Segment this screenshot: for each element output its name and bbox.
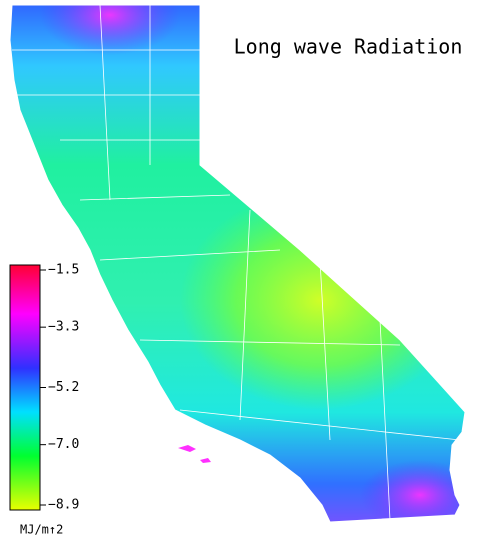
colorbar-unit: MJ/m↑2 bbox=[20, 523, 63, 537]
colorbar-tick-label: −7.0 bbox=[48, 437, 79, 452]
colorbar bbox=[9, 264, 41, 511]
county-lines bbox=[12, 5, 461, 521]
title: Long wave Radiation bbox=[234, 35, 463, 59]
colorbar-tick-label: −8.9 bbox=[48, 498, 79, 513]
islands bbox=[178, 445, 211, 463]
colorbar-tick-label: −1.5 bbox=[48, 263, 79, 278]
colorbar-tick-label: −3.3 bbox=[48, 320, 79, 335]
colorbar-tick-label: −5.2 bbox=[48, 380, 79, 395]
